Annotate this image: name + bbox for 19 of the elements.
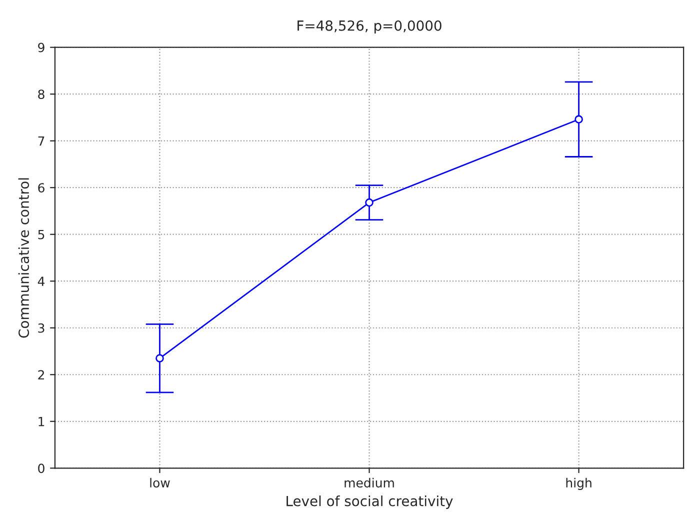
y-tick-label: 1 [38,417,44,426]
y-axis-title: Communicative control [18,178,30,338]
point [574,115,583,124]
y-tick-label: 8 [38,90,44,100]
x-tick-label: high [566,478,592,490]
y-tick-label: 2 [38,370,44,380]
point [365,198,374,207]
y-tick-label: 0 [38,464,44,474]
y-tick-label: 5 [38,230,44,240]
point [156,354,164,362]
x-tick-label: low [150,478,170,488]
x-tick-label: medium [344,478,394,488]
chart-title: F=48,526, p=0,0000 [298,20,442,34]
y-tick-label: 4 [38,276,45,286]
x-axis-title: Level of social creativity [286,496,453,509]
y-tick-label: 6 [38,183,44,193]
y-tick-label: 7 [38,136,44,146]
y-tick-label: 3 [38,323,44,333]
y-tick-label: 9 [38,42,44,52]
